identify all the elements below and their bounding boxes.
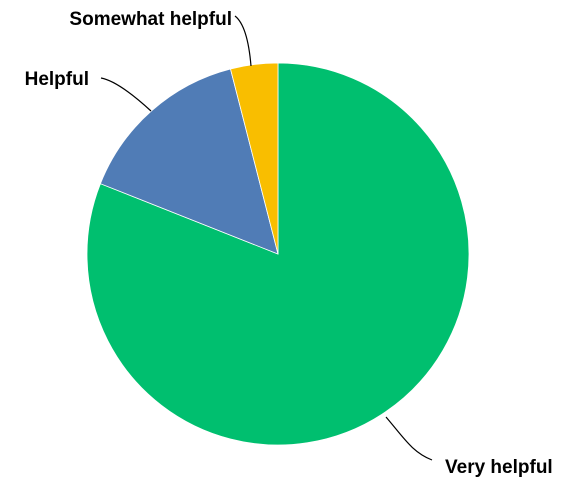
pie-slice-helpful — [99, 68, 279, 255]
slices-layer — [86, 62, 470, 446]
slice-label-somewhat-helpful: Somewhat helpful — [69, 9, 232, 30]
leader-line-helpful — [100, 77, 152, 112]
pie-slice-somewhat-helpful — [230, 62, 279, 255]
slice-label-helpful: Helpful — [25, 69, 89, 90]
slice-label-very-helpful: Very helpful — [445, 457, 553, 478]
leader-line-very-helpful — [385, 416, 433, 461]
leader-lines — [100, 15, 433, 461]
leader-line-somewhat-helpful — [234, 15, 252, 67]
slice-labels: Very helpful Helpful Somewhat helpful — [25, 9, 553, 478]
